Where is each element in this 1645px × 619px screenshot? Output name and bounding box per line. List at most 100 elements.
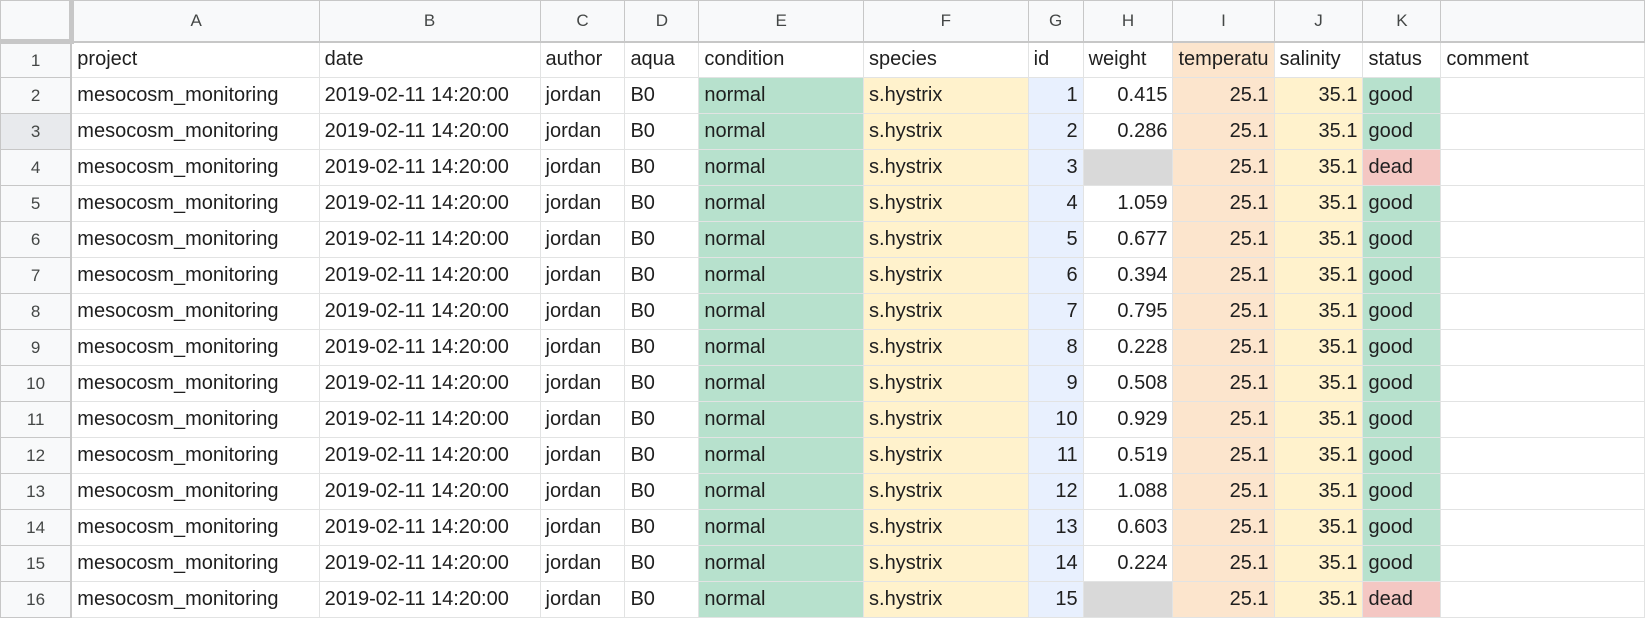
cell-aqua[interactable]: B0 [624, 149, 700, 186]
cell-author[interactable]: jordan [539, 437, 626, 474]
cell-aqua[interactable]: B0 [624, 581, 700, 618]
cell-salinity[interactable]: 35.1 [1273, 401, 1364, 438]
row-number[interactable]: 7 [0, 257, 73, 294]
cell-id[interactable]: 2 [1027, 113, 1084, 150]
cell-comment[interactable] [1440, 437, 1645, 474]
cell-field-name[interactable]: species [863, 41, 1029, 78]
row-number[interactable]: 12 [0, 437, 73, 474]
cell-id[interactable]: 14 [1027, 545, 1084, 582]
cell-project[interactable]: mesocosm_monitoring [70, 257, 320, 294]
cell-field-name[interactable]: status [1362, 41, 1442, 78]
column-header-e[interactable]: E [698, 0, 865, 43]
cell-aqua[interactable]: B0 [624, 77, 700, 114]
cell-field-name[interactable]: condition [698, 41, 865, 78]
cell-salinity[interactable]: 35.1 [1273, 257, 1364, 294]
cell-date[interactable]: 2019-02-11 14:20:00 [318, 329, 541, 366]
cell-date[interactable]: 2019-02-11 14:20:00 [318, 365, 541, 402]
cell-species[interactable]: s.hystrix [863, 149, 1029, 186]
cell-id[interactable]: 13 [1027, 509, 1084, 546]
cell-aqua[interactable]: B0 [624, 113, 700, 150]
cell-author[interactable]: jordan [539, 113, 626, 150]
cell-id[interactable]: 11 [1027, 437, 1084, 474]
row-number[interactable]: 11 [0, 401, 73, 438]
cell-date[interactable]: 2019-02-11 14:20:00 [318, 581, 541, 618]
row-number[interactable]: 15 [0, 545, 73, 582]
cell-id[interactable]: 5 [1027, 221, 1084, 258]
cell-project[interactable]: mesocosm_monitoring [70, 509, 320, 546]
cell-salinity[interactable]: 35.1 [1273, 149, 1364, 186]
cell-status[interactable]: good [1362, 113, 1442, 150]
row-number[interactable]: 2 [0, 77, 73, 114]
cell-species[interactable]: s.hystrix [863, 545, 1029, 582]
cell-temperature[interactable]: 25.1 [1172, 221, 1275, 258]
row-number[interactable]: 9 [0, 329, 73, 366]
cell-temperature[interactable]: 25.1 [1172, 185, 1275, 222]
cell-date[interactable]: 2019-02-11 14:20:00 [318, 185, 541, 222]
cell-condition[interactable]: normal [698, 581, 865, 618]
cell-comment[interactable] [1440, 473, 1645, 510]
cell-comment[interactable] [1440, 149, 1645, 186]
cell-condition[interactable]: normal [698, 545, 865, 582]
cell-date[interactable]: 2019-02-11 14:20:00 [318, 221, 541, 258]
cell-id[interactable]: 4 [1027, 185, 1084, 222]
cell-temperature[interactable]: 25.1 [1172, 149, 1275, 186]
cell-weight[interactable]: 0.224 [1082, 545, 1174, 582]
cell-field-name[interactable]: author [539, 41, 626, 78]
cell-project[interactable]: mesocosm_monitoring [70, 149, 320, 186]
cell-aqua[interactable]: B0 [624, 185, 700, 222]
cell-project[interactable]: mesocosm_monitoring [70, 581, 320, 618]
cell-date[interactable]: 2019-02-11 14:20:00 [318, 77, 541, 114]
cell-aqua[interactable]: B0 [624, 401, 700, 438]
cell-weight[interactable]: 0.228 [1082, 329, 1174, 366]
cell-weight[interactable] [1082, 581, 1174, 618]
cell-temperature[interactable]: 25.1 [1172, 437, 1275, 474]
cell-salinity[interactable]: 35.1 [1273, 113, 1364, 150]
cell-salinity[interactable]: 35.1 [1273, 437, 1364, 474]
cell-comment[interactable] [1440, 257, 1645, 294]
cell-weight[interactable]: 1.088 [1082, 473, 1174, 510]
cell-comment[interactable] [1440, 581, 1645, 618]
cell-species[interactable]: s.hystrix [863, 401, 1029, 438]
cell-comment[interactable] [1440, 509, 1645, 546]
cell-id[interactable]: 3 [1027, 149, 1084, 186]
cell-date[interactable]: 2019-02-11 14:20:00 [318, 545, 541, 582]
cell-project[interactable]: mesocosm_monitoring [70, 437, 320, 474]
cell-aqua[interactable]: B0 [624, 221, 700, 258]
cell-comment[interactable] [1440, 185, 1645, 222]
column-header-d[interactable]: D [624, 0, 700, 43]
cell-species[interactable]: s.hystrix [863, 329, 1029, 366]
column-header-i[interactable]: I [1172, 0, 1275, 43]
cell-aqua[interactable]: B0 [624, 473, 700, 510]
cell-id[interactable]: 8 [1027, 329, 1084, 366]
row-number[interactable]: 16 [0, 581, 73, 618]
cell-date[interactable]: 2019-02-11 14:20:00 [318, 293, 541, 330]
cell-temperature[interactable]: 25.1 [1172, 113, 1275, 150]
cell-temperature[interactable]: 25.1 [1172, 581, 1275, 618]
cell-aqua[interactable]: B0 [624, 257, 700, 294]
cell-project[interactable]: mesocosm_monitoring [70, 185, 320, 222]
cell-weight[interactable]: 0.415 [1082, 77, 1174, 114]
cell-condition[interactable]: normal [698, 77, 865, 114]
cell-condition[interactable]: normal [698, 473, 865, 510]
cell-weight[interactable]: 0.929 [1082, 401, 1174, 438]
cell-author[interactable]: jordan [539, 329, 626, 366]
column-header-f[interactable]: F [863, 0, 1029, 43]
cell-temperature[interactable]: 25.1 [1172, 293, 1275, 330]
column-header-a[interactable]: A [70, 0, 320, 43]
cell-author[interactable]: jordan [539, 185, 626, 222]
cell-date[interactable]: 2019-02-11 14:20:00 [318, 113, 541, 150]
row-number[interactable]: 4 [0, 149, 73, 186]
cell-status[interactable]: good [1362, 221, 1442, 258]
row-number[interactable]: 13 [0, 473, 73, 510]
cell-aqua[interactable]: B0 [624, 545, 700, 582]
cell-temperature[interactable]: 25.1 [1172, 509, 1275, 546]
cell-id[interactable]: 9 [1027, 365, 1084, 402]
cell-salinity[interactable]: 35.1 [1273, 581, 1364, 618]
cell-comment[interactable] [1440, 545, 1645, 582]
cell-weight[interactable]: 0.286 [1082, 113, 1174, 150]
cell-status[interactable]: good [1362, 77, 1442, 114]
cell-id[interactable]: 12 [1027, 473, 1084, 510]
cell-comment[interactable] [1440, 77, 1645, 114]
column-header-k[interactable]: K [1362, 0, 1442, 43]
cell-condition[interactable]: normal [698, 293, 865, 330]
